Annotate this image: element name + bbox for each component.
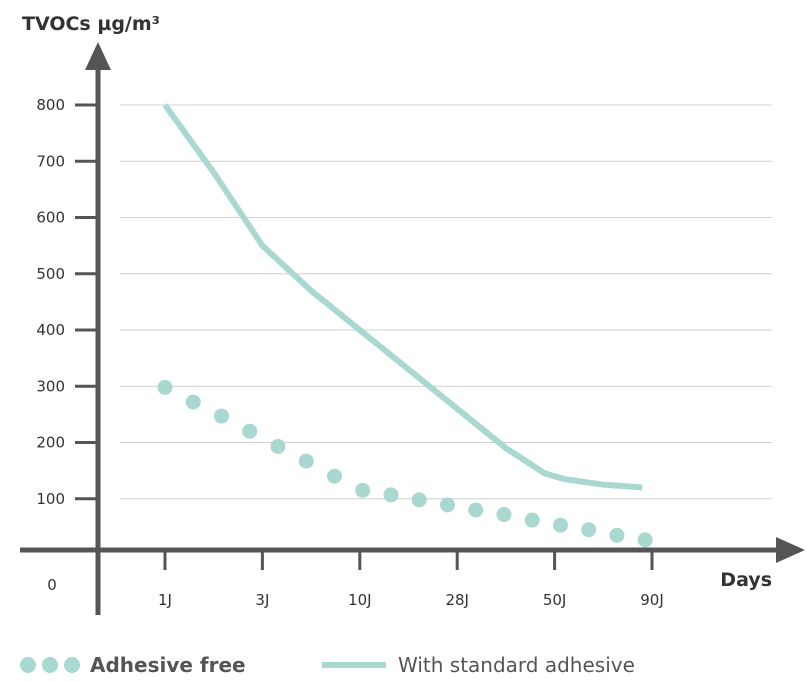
x-axis-title: Days — [720, 569, 772, 591]
x-tick-label: 10J — [348, 591, 372, 609]
data-point-adhesive-free — [157, 379, 173, 395]
data-point-adhesive-free — [524, 512, 540, 528]
data-point-adhesive-free — [355, 482, 371, 498]
data-point-adhesive-free — [213, 408, 229, 424]
data-point-adhesive-free — [609, 527, 625, 543]
y-tick-label: 700 — [36, 152, 65, 170]
data-point-adhesive-free — [298, 453, 314, 469]
legend-dot — [20, 657, 36, 673]
origin-label: 0 — [47, 576, 57, 594]
chart: 100 200 300 400 500 600 700 800 1J 3J 10J 28J 50J 90J… — [20, 13, 805, 615]
data-point-adhesive-free — [242, 423, 258, 439]
legend-dots-marker — [20, 657, 80, 673]
legend-label-standard-adhesive: With standard adhesive — [398, 653, 635, 677]
data-point-adhesive-free — [270, 438, 286, 454]
y-axis-arrowhead — [85, 42, 111, 70]
series-layer — [157, 103, 653, 548]
legend-item-adhesive-free: Adhesive free — [20, 648, 246, 682]
legend-dot — [42, 657, 58, 673]
data-point-adhesive-free — [552, 517, 568, 533]
axes — [20, 42, 805, 615]
y-tick-label: 600 — [36, 209, 65, 227]
data-point-adhesive-free — [496, 507, 512, 522]
x-tick-label: 50J — [543, 591, 567, 609]
data-point-adhesive-free — [439, 497, 455, 513]
y-tick-label: 800 — [36, 96, 65, 114]
data-point-adhesive-free — [326, 468, 342, 484]
y-tick-label: 300 — [36, 377, 65, 395]
series-line-standard-adhesive — [162, 103, 643, 491]
data-point-adhesive-free — [383, 487, 399, 503]
gridlines — [120, 104, 772, 500]
data-point-adhesive-free — [411, 492, 427, 508]
legend-item-standard-adhesive: With standard adhesive — [322, 648, 635, 682]
legend-line-marker — [322, 662, 386, 668]
x-axis-arrowhead — [776, 537, 805, 563]
x-tick-label: 90J — [640, 591, 664, 609]
y-axis-title: TVOCs µg/m³ — [22, 13, 160, 35]
y-tick-label: 500 — [36, 265, 65, 283]
y-tick-label: 100 — [36, 490, 65, 508]
x-tick-label: 3J — [255, 591, 269, 609]
data-point-adhesive-free — [581, 522, 597, 538]
x-tick-label: 1J — [158, 591, 172, 609]
legend: Adhesive free With standard adhesive — [0, 648, 807, 682]
legend-label-adhesive-free: Adhesive free — [90, 653, 246, 677]
data-point-adhesive-free — [185, 394, 201, 410]
y-tick-label: 200 — [36, 434, 65, 452]
data-point-adhesive-free — [468, 502, 484, 518]
tick-labels: 100 200 300 400 500 600 700 800 1J 3J 10J 28J 50J 90J — [36, 96, 663, 609]
legend-dot — [64, 657, 80, 673]
data-point-adhesive-free — [637, 532, 653, 548]
y-tick-label: 400 — [36, 321, 65, 339]
x-tick-label: 28J — [445, 591, 469, 609]
